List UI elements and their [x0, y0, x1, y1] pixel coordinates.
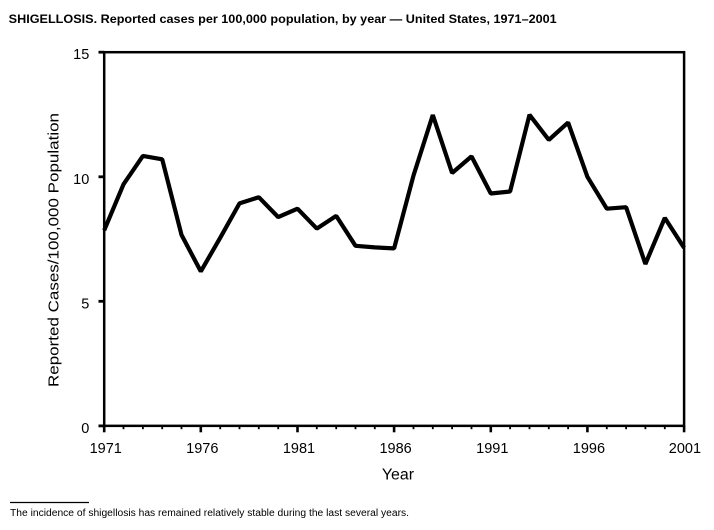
svg-text:1971: 1971: [90, 441, 122, 457]
svg-text:The incidence of shigellosis h: The incidence of shigellosis has remaine…: [10, 508, 409, 519]
svg-text:SHIGELLOSIS. Reported cases pe: SHIGELLOSIS. Reported cases per 100,000 …: [9, 12, 557, 26]
svg-text:1986: 1986: [379, 441, 411, 457]
svg-text:Reported Cases/100,000 Populat: Reported Cases/100,000 Population: [45, 113, 62, 387]
svg-text:1991: 1991: [476, 441, 508, 457]
svg-text:10: 10: [73, 172, 89, 188]
svg-text:15: 15: [73, 47, 89, 63]
svg-text:1996: 1996: [573, 441, 605, 457]
svg-text:1981: 1981: [283, 441, 315, 457]
svg-text:0: 0: [81, 421, 89, 437]
svg-text:1976: 1976: [186, 441, 218, 457]
svg-text:5: 5: [81, 296, 89, 312]
svg-text:Year: Year: [382, 467, 414, 484]
svg-text:2001: 2001: [669, 441, 701, 457]
